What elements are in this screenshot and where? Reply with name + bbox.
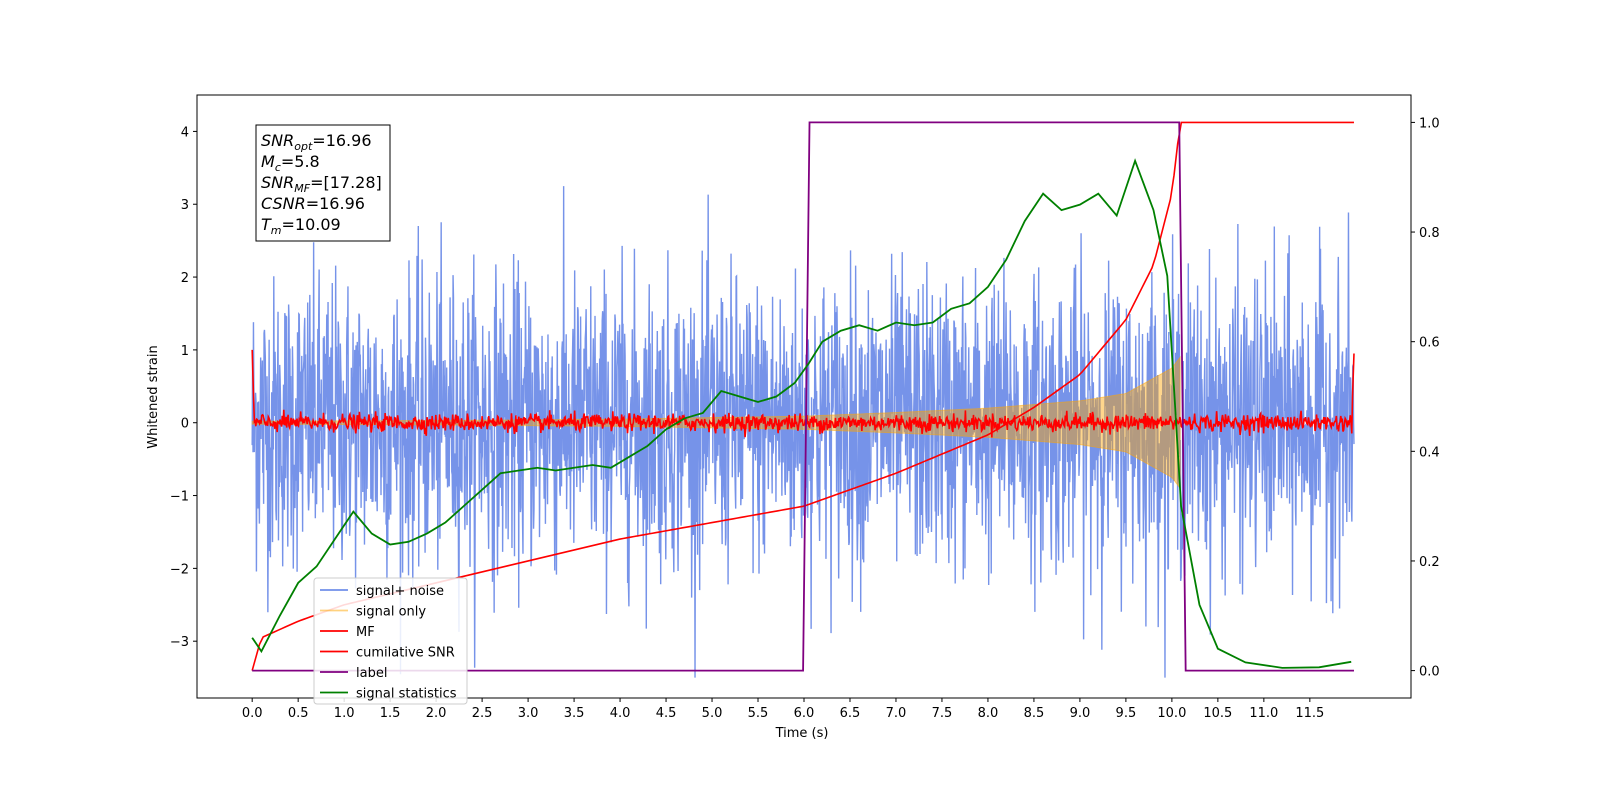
- x-tick-label-1: 0.5: [288, 706, 309, 721]
- y-tick-label-6: 3: [181, 198, 189, 213]
- series-mf: [251, 349, 1355, 438]
- y-axis-left: −3 −2 −1 0 1 2 3 4: [170, 125, 197, 650]
- legend-label-3: cumilative SNR: [356, 646, 455, 661]
- y2-tick-label-1: 0.2: [1419, 555, 1440, 570]
- series-signal-noise: [251, 186, 1355, 678]
- y2-tick-label-5: 1.0: [1419, 116, 1440, 131]
- series-signal-statistics: [251, 158, 1352, 669]
- annotation-line-2: SNRMF=[17.28]: [261, 173, 382, 195]
- x-tick-label-12: 6.0: [794, 706, 815, 721]
- x-tick-label-8: 4.0: [610, 706, 631, 721]
- annotation-line-3: CSNR=16.96: [261, 194, 365, 213]
- y-tick-label-4: 1: [181, 344, 189, 359]
- x-tick-label-5: 2.5: [472, 706, 493, 721]
- x-tick-label-17: 8.5: [1024, 706, 1045, 721]
- x-tick-label-18: 9.0: [1070, 706, 1091, 721]
- x-tick-label-3: 1.5: [380, 706, 401, 721]
- annotation-line-1: Mc=5.8: [261, 152, 320, 174]
- x-tick-label-13: 6.5: [840, 706, 861, 721]
- y2-tick-label-3: 0.6: [1419, 336, 1440, 351]
- annotation-box: SNRopt=16.96Mc=5.8SNRMF=[17.28]CSNR=16.9…: [255, 124, 391, 242]
- legend-label-2: MF: [356, 625, 375, 640]
- y2-tick-label-2: 0.4: [1419, 445, 1440, 460]
- legend-label-1: signal only: [356, 605, 426, 620]
- x-tick-label-19: 9.5: [1116, 706, 1137, 721]
- y-tick-label-7: 4: [181, 125, 189, 140]
- legend: signal+ noise signal only MF cumilative SNR…: [313, 577, 468, 705]
- y-axis-right: 0.0 0.2 0.4 0.6 0.8 1.0: [1411, 116, 1440, 680]
- x-tick-label-7: 3.5: [564, 706, 585, 721]
- x-tick-label-22: 11.0: [1249, 706, 1278, 721]
- x-tick-label-20: 10.0: [1157, 706, 1186, 721]
- x-tick-label-2: 1.0: [334, 706, 355, 721]
- x-tick-label-10: 5.0: [702, 706, 723, 721]
- x-tick-label-21: 10.5: [1203, 706, 1232, 721]
- series-label: [252, 121, 1354, 672]
- x-tick-label-9: 4.5: [656, 706, 677, 721]
- x-tick-label-4: 2.0: [426, 706, 447, 721]
- x-tick-label-15: 7.5: [932, 706, 953, 721]
- annotation-frame: [255, 124, 391, 242]
- x-tick-label-0: 0.0: [242, 706, 263, 721]
- x-tick-label-23: 11.5: [1295, 706, 1324, 721]
- y-tick-label-0: −3: [170, 635, 189, 650]
- annotation-line-0: SNRopt=16.96: [261, 131, 372, 153]
- legend-label-0: signal+ noise: [356, 584, 444, 599]
- x-axis-label: Time (s): [775, 726, 829, 741]
- y-tick-label-3: 0: [181, 417, 189, 432]
- legend-label-4: label: [356, 666, 387, 681]
- x-tick-label-11: 5.5: [748, 706, 769, 721]
- y-axis-label: Whitened strain: [146, 345, 161, 448]
- x-tick-label-16: 8.0: [978, 706, 999, 721]
- annotation-line-4: Tm=10.09: [261, 215, 341, 237]
- x-tick-label-6: 3.0: [518, 706, 539, 721]
- y2-tick-label-0: 0.0: [1419, 665, 1440, 680]
- x-axis: 0.0 0.5 1.0 1.5 2.0 2.5 3.0 3.5 4.0 4.5 5.0 5.5 6.0 6…: [242, 698, 1324, 721]
- legend-label-5: signal statistics: [356, 687, 457, 702]
- y-tick-label-2: −1: [170, 490, 189, 505]
- x-tick-label-14: 7.0: [886, 706, 907, 721]
- y2-tick-label-4: 0.8: [1419, 226, 1440, 241]
- y-tick-label-1: −2: [170, 562, 189, 577]
- y-tick-label-5: 2: [181, 271, 189, 286]
- legend-frame: [313, 577, 468, 705]
